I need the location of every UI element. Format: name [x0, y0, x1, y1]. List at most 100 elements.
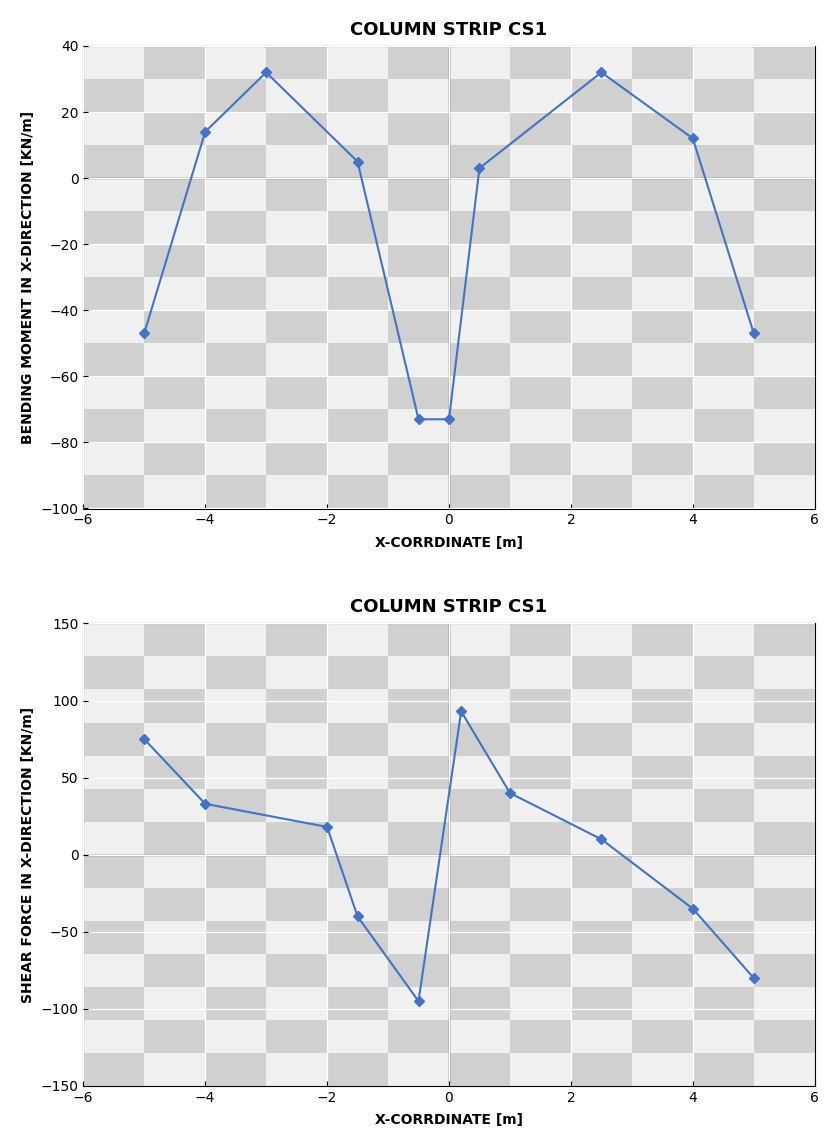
- Bar: [449, 722, 510, 755]
- Bar: [632, 79, 693, 113]
- Bar: [266, 690, 327, 722]
- Title: COLUMN STRIP CS1: COLUMN STRIP CS1: [350, 21, 548, 39]
- Bar: [632, 145, 693, 178]
- Bar: [449, 887, 510, 921]
- Bar: [753, 755, 815, 789]
- Bar: [327, 377, 388, 410]
- Bar: [632, 113, 693, 145]
- Bar: [753, 1053, 815, 1086]
- Bar: [327, 855, 388, 887]
- Bar: [510, 211, 571, 245]
- Bar: [388, 887, 449, 921]
- Bar: [388, 1019, 449, 1053]
- Bar: [449, 822, 510, 855]
- Bar: [266, 113, 327, 145]
- Bar: [693, 921, 753, 954]
- Bar: [144, 887, 205, 921]
- Bar: [205, 79, 266, 113]
- Bar: [266, 755, 327, 789]
- Bar: [571, 343, 632, 377]
- Bar: [83, 145, 144, 178]
- Bar: [266, 277, 327, 310]
- Bar: [753, 855, 815, 887]
- Bar: [693, 343, 753, 377]
- Bar: [753, 377, 815, 410]
- Bar: [266, 657, 327, 690]
- Bar: [693, 755, 753, 789]
- Bar: [144, 722, 205, 755]
- Bar: [510, 310, 571, 343]
- Bar: [327, 1053, 388, 1086]
- Bar: [388, 343, 449, 377]
- Bar: [83, 921, 144, 954]
- Bar: [388, 475, 449, 509]
- Bar: [388, 755, 449, 789]
- Bar: [632, 46, 693, 79]
- Bar: [693, 822, 753, 855]
- Bar: [205, 343, 266, 377]
- Bar: [449, 921, 510, 954]
- Bar: [571, 987, 632, 1019]
- Bar: [693, 954, 753, 987]
- Bar: [83, 310, 144, 343]
- Bar: [571, 79, 632, 113]
- Bar: [83, 690, 144, 722]
- Bar: [693, 657, 753, 690]
- Bar: [266, 211, 327, 245]
- Y-axis label: BENDING MOMENT IN X-DIRECTION [KN/m]: BENDING MOMENT IN X-DIRECTION [KN/m]: [21, 110, 34, 444]
- Bar: [388, 178, 449, 211]
- Bar: [693, 789, 753, 822]
- Bar: [388, 722, 449, 755]
- Bar: [632, 343, 693, 377]
- Bar: [266, 475, 327, 509]
- Bar: [83, 245, 144, 277]
- Bar: [205, 822, 266, 855]
- Bar: [632, 789, 693, 822]
- Bar: [83, 954, 144, 987]
- Bar: [144, 245, 205, 277]
- Bar: [83, 657, 144, 690]
- Bar: [510, 887, 571, 921]
- Bar: [83, 211, 144, 245]
- Bar: [205, 722, 266, 755]
- Bar: [449, 410, 510, 442]
- Bar: [571, 690, 632, 722]
- Bar: [571, 310, 632, 343]
- Bar: [571, 475, 632, 509]
- Bar: [388, 822, 449, 855]
- Bar: [83, 46, 144, 79]
- Bar: [266, 623, 327, 657]
- Bar: [449, 79, 510, 113]
- Bar: [510, 178, 571, 211]
- Bar: [753, 277, 815, 310]
- Bar: [205, 145, 266, 178]
- Bar: [205, 987, 266, 1019]
- Bar: [83, 623, 144, 657]
- Bar: [632, 822, 693, 855]
- Bar: [753, 113, 815, 145]
- Bar: [327, 245, 388, 277]
- Bar: [327, 954, 388, 987]
- Bar: [753, 310, 815, 343]
- Bar: [205, 755, 266, 789]
- Bar: [632, 755, 693, 789]
- Bar: [266, 1019, 327, 1053]
- Bar: [266, 855, 327, 887]
- Bar: [693, 722, 753, 755]
- Bar: [693, 690, 753, 722]
- Bar: [632, 1019, 693, 1053]
- Bar: [388, 921, 449, 954]
- Bar: [144, 987, 205, 1019]
- Bar: [510, 277, 571, 310]
- Bar: [753, 79, 815, 113]
- Bar: [693, 277, 753, 310]
- Bar: [753, 690, 815, 722]
- Bar: [83, 987, 144, 1019]
- Bar: [144, 113, 205, 145]
- Bar: [83, 887, 144, 921]
- Bar: [449, 442, 510, 475]
- Bar: [693, 475, 753, 509]
- Bar: [449, 690, 510, 722]
- Bar: [510, 1053, 571, 1086]
- Bar: [693, 855, 753, 887]
